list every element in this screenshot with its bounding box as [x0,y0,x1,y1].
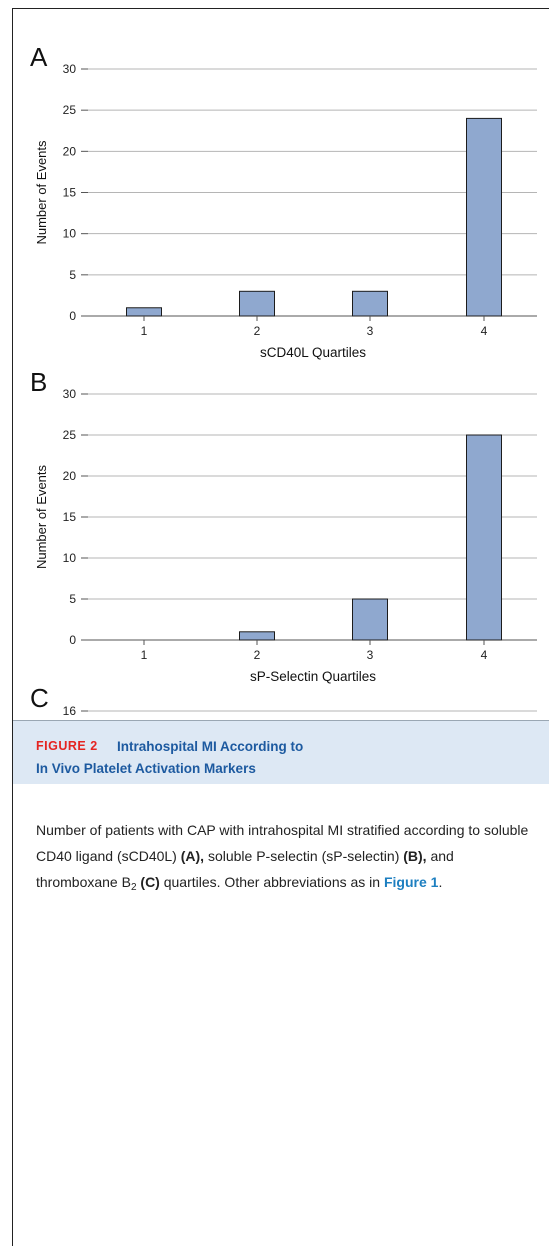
caption-header: FIGURE 2 Intrahospital MI According to I… [13,720,549,784]
x-tick-label: 4 [481,324,488,338]
caption-bold-c: (C) [140,874,160,890]
y-tick-label: 10 [63,551,77,565]
figure-title-line1: Intrahospital MI According to [117,739,304,754]
x-tick-label: 3 [367,324,374,338]
x-tick-label: 2 [254,648,261,662]
panel-letter: A [30,42,48,72]
caption-text-6: . [438,874,443,890]
panel-letter: B [30,367,47,397]
y-tick-label: 16 [63,704,77,718]
figure-title-line2: In Vivo Platelet Activation Markers [36,761,256,776]
y-tick-label: 30 [63,62,77,76]
caption-text: Number of patients with CAP with intraho… [36,817,536,901]
y-tick-label: 5 [69,268,76,282]
x-tick-label: 3 [367,648,374,662]
y-tick-label: 30 [63,387,77,401]
x-axis-label: sCD40L Quartiles [260,345,366,360]
y-axis-label: Number of Events [34,464,49,569]
caption-text-1: Number of patients with CAP with intraho… [36,822,529,864]
bar [352,598,388,641]
figure-frame [12,8,549,1246]
panel-c: C02468101214161234Number of EventsThromb… [30,683,537,718]
caption-bold-b: (B), [403,848,427,864]
x-tick-label: 1 [141,648,148,662]
bar [126,307,162,317]
y-tick-label: 0 [69,309,76,323]
figure-1-link[interactable]: Figure 1 [383,874,439,890]
caption-text-2: soluble P-selectin (sP-selectin) [204,848,404,864]
x-tick-label: 1 [141,324,148,338]
panel-letter: C [30,683,49,713]
y-tick-label: 15 [63,510,77,524]
y-tick-label: 5 [69,592,76,606]
panel-b: B 0 5 10 15 20 25 30 1 2 3 4 Number of Events sP-Sele… [30,367,537,684]
y-axis-label: Number of Events [34,140,49,245]
y-tick-label: 25 [63,428,77,442]
bar [239,290,275,317]
y-tick-label: 25 [63,103,77,117]
caption-bold-a: (A), [180,848,205,864]
bar [466,117,502,317]
caption-text-3: and thromboxane B [36,848,454,890]
y-tick-label: 10 [63,227,77,241]
bar [352,290,388,317]
x-axis-label: sP-Selectin Quartiles [250,669,376,684]
y-tick-label: 20 [63,469,77,483]
caption-subscript: 2 [130,882,137,893]
bar [239,631,275,641]
x-tick-label: 4 [481,648,488,662]
figure-title: Intrahospital MI According to In Vivo Pl… [36,736,417,776]
caption-text-5: quartiles. Other abbreviations as in [159,874,384,890]
y-tick-label: 15 [63,186,77,200]
y-tick-label: 20 [63,144,77,158]
y-tick-label: 0 [69,633,76,647]
figure-label: FIGURE 2 [36,739,98,753]
x-tick-label: 2 [254,324,261,338]
bar [466,434,502,641]
panel-a: A 0 5 10 15 20 25 30 1 2 3 4 Number of Events sCD40L … [30,42,537,360]
